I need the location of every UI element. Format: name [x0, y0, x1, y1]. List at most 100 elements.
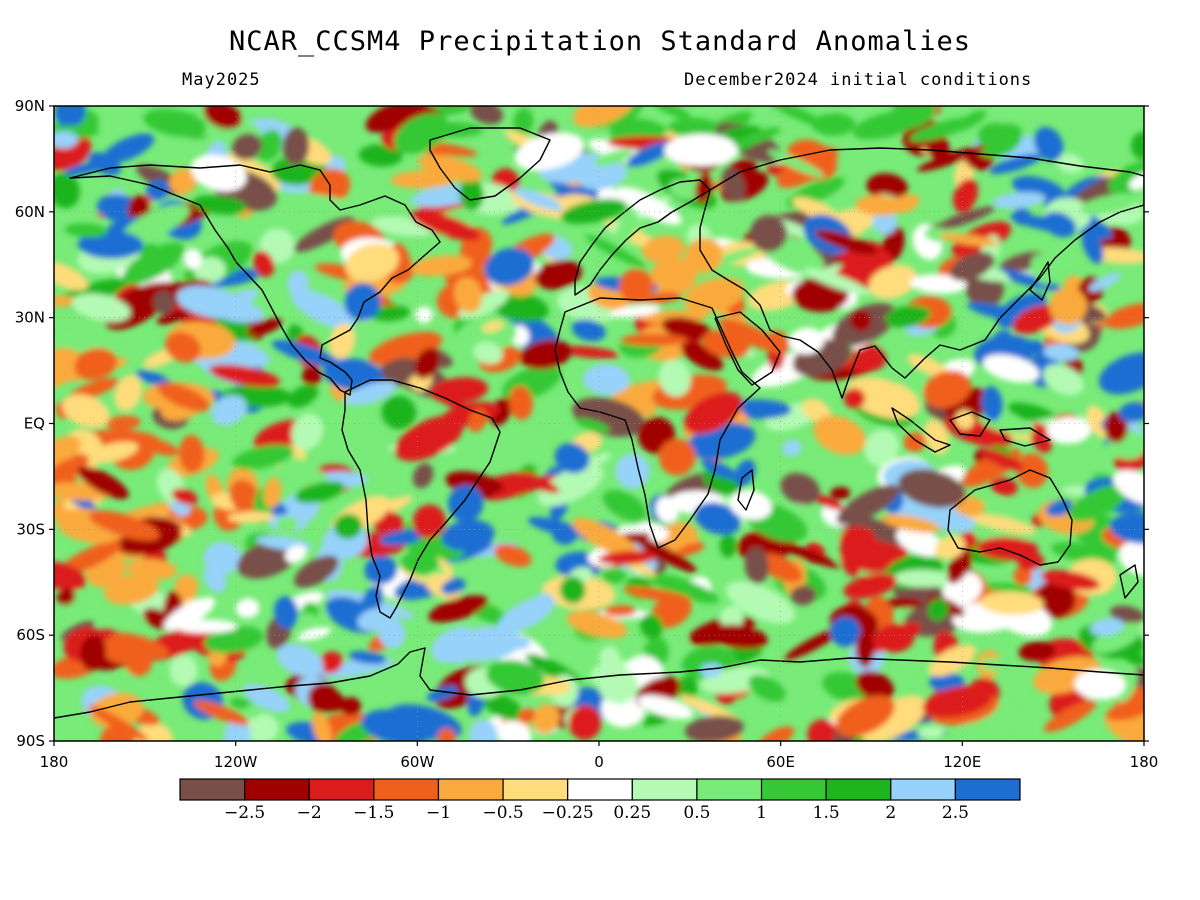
anomaly-patch — [559, 346, 619, 359]
anomaly-patch — [1030, 422, 1053, 454]
anomaly-patch — [980, 448, 1024, 471]
anomaly-patch — [955, 409, 975, 430]
anomaly-patch — [890, 106, 936, 129]
anomaly-patch — [54, 561, 86, 591]
anomaly-patch — [232, 444, 295, 470]
anomaly-patch — [441, 578, 466, 595]
anomaly-patch — [1040, 570, 1100, 591]
anomaly-patch — [174, 574, 199, 602]
anomaly-patch — [415, 306, 433, 324]
anomaly-patch — [855, 195, 903, 216]
anomaly-patch — [227, 511, 275, 523]
anomaly-patch — [661, 317, 712, 341]
anomaly-patch — [441, 519, 495, 551]
anomaly-patch — [394, 415, 464, 462]
anomaly-patch — [719, 605, 744, 630]
anomaly-patch — [437, 728, 456, 741]
anomaly-patch — [664, 134, 739, 167]
anomaly-patch — [361, 709, 434, 741]
anomaly-patch — [872, 209, 897, 235]
anomaly-patch — [89, 510, 160, 541]
anomaly-patch — [282, 127, 310, 166]
anomaly-patch — [616, 186, 682, 225]
anomaly-patch — [1043, 343, 1080, 362]
lat-tick-label: 60N — [15, 203, 45, 221]
anomaly-patch — [788, 327, 825, 355]
anomaly-patch — [235, 598, 260, 619]
anomaly-patch — [1013, 566, 1033, 586]
anomaly-patch — [77, 466, 129, 500]
anomaly-patch — [1049, 287, 1087, 325]
anomaly-patch — [781, 439, 802, 457]
anomaly-patch — [368, 331, 443, 366]
anomaly-patch — [1104, 302, 1144, 330]
anomaly-patch — [291, 413, 324, 451]
anomaly-patch — [813, 415, 866, 455]
anomaly-patch — [626, 141, 673, 168]
anomaly-patch — [169, 168, 198, 195]
anomaly-patch — [426, 685, 459, 702]
anomaly-patch — [1046, 417, 1091, 444]
anomaly-patch — [414, 347, 440, 379]
anomaly-patch — [287, 270, 309, 296]
anomaly-patch — [54, 130, 91, 171]
anomaly-patch — [284, 545, 307, 564]
anomaly-patch — [604, 605, 637, 617]
anomaly-patch — [855, 631, 875, 668]
colorbar-swatch — [631, 778, 698, 801]
anomaly-patch — [1104, 411, 1129, 444]
anomaly-patch — [534, 260, 582, 290]
colorbar-swatch — [308, 778, 375, 801]
anomaly-patch — [290, 288, 355, 330]
anomaly-patch — [171, 488, 198, 505]
lon-tick-label: 180 — [40, 753, 69, 771]
anomaly-patch — [571, 319, 606, 342]
colorbar-swatch — [825, 778, 892, 801]
colorbar-swatch — [890, 778, 956, 801]
anomaly-patch — [917, 726, 945, 739]
anomaly-patch — [165, 331, 201, 363]
lon-tick-label: 180 — [1130, 753, 1159, 771]
anomaly-patch — [80, 634, 107, 671]
anomaly-patch — [519, 339, 572, 370]
anomaly-patch — [922, 685, 993, 718]
anomaly-patch — [648, 573, 720, 604]
anomaly-patch — [813, 494, 844, 510]
anomaly-patch — [194, 256, 226, 284]
anomaly-patch — [114, 374, 142, 412]
anomaly-patch — [618, 268, 654, 304]
anomaly-patch — [535, 592, 553, 607]
anomaly-patch — [575, 418, 611, 433]
anomaly-patch — [770, 106, 828, 128]
anomaly-patch — [654, 106, 691, 119]
anomaly-patch — [203, 562, 227, 593]
anomaly-patch — [1018, 641, 1056, 662]
axes: 90N 60N 30N EQ 30S 60S 90S 180 120W 60W 0 60E 120E 18… — [15, 97, 1159, 771]
anomaly-patch — [666, 636, 690, 658]
anomaly-patch — [400, 551, 440, 575]
anomaly-patch — [276, 516, 299, 533]
anomaly-patch — [453, 277, 483, 313]
anomaly-patch — [843, 573, 897, 599]
anomaly-patch — [532, 703, 561, 734]
anomaly-patch — [135, 370, 171, 387]
anomaly-patch — [582, 364, 630, 395]
anomaly-patch — [749, 215, 788, 253]
anomaly-patch — [537, 464, 604, 507]
anomaly-patch — [983, 495, 1012, 515]
anomaly-patch — [294, 481, 345, 504]
anomaly-patch — [593, 149, 633, 167]
anomaly-patch — [1088, 272, 1122, 292]
anomaly-patch — [514, 132, 585, 171]
lat-tick-label: 30N — [15, 309, 45, 327]
anomaly-patch — [947, 549, 972, 584]
anomaly-patch — [410, 210, 481, 241]
anomaly-patch — [203, 106, 243, 130]
colorbar-label: 1.5 — [813, 803, 840, 823]
anomaly-patch — [390, 170, 458, 189]
anomaly-patch — [830, 486, 851, 500]
anomaly-patch — [204, 626, 264, 654]
anomaly-patch — [658, 438, 696, 476]
anomaly-patch — [54, 295, 81, 307]
anomaly-patch — [82, 429, 159, 447]
